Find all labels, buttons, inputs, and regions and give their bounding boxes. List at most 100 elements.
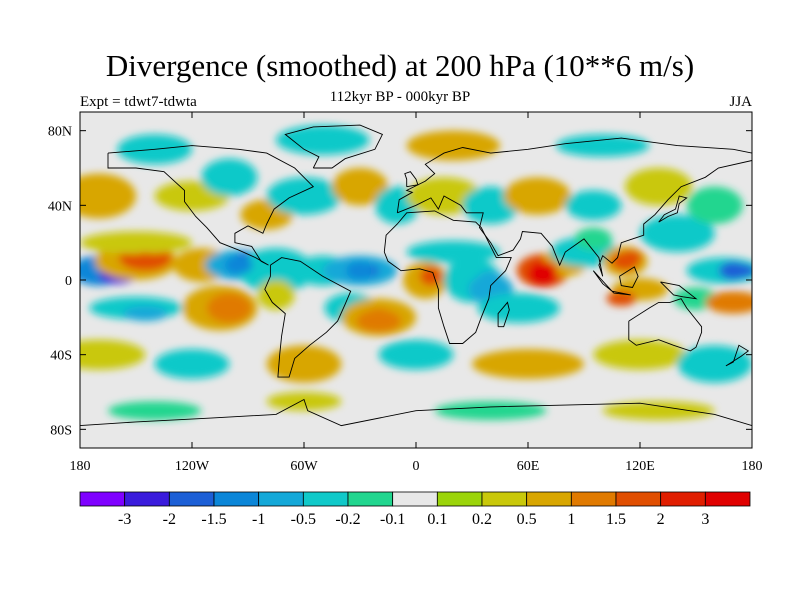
divergence-contour-region [154, 349, 230, 379]
divergence-contour-region [477, 293, 560, 323]
colorbar-label: 0.2 [472, 511, 492, 528]
coastline [658, 195, 688, 223]
x-tick-label: 120W [175, 459, 210, 474]
y-tick-label: 0 [65, 274, 72, 289]
x-tick-label: 180 [70, 459, 91, 474]
colorbar-swatch [704, 491, 751, 507]
colorbar-swatch [347, 491, 394, 507]
divergence-contour-region [593, 339, 687, 370]
map-axes: 180 120W 60W 0 60E 120E 180 80N 40N 0 40S 80S [48, 112, 763, 474]
coastline [497, 301, 510, 328]
coastline [383, 210, 512, 344]
divergence-contour-region [705, 291, 752, 314]
divergence-contour-region [472, 349, 584, 379]
colorbar-swatch [481, 491, 528, 507]
colorbar-swatch [660, 491, 706, 507]
divergence-contour-region [640, 214, 715, 252]
coastline [404, 171, 419, 188]
colorbar-swatch [570, 491, 617, 507]
divergence-contour-region [602, 401, 715, 420]
colorbar-label: -1.5 [201, 511, 226, 528]
divergence-contour-region [122, 306, 168, 322]
colorbar-label: 2 [657, 511, 665, 528]
divergence-contour-region [80, 231, 192, 254]
colorbar-swatch [526, 491, 572, 507]
coastline [396, 137, 752, 277]
colorbar-label: -0.2 [335, 511, 360, 528]
divergence-contour-region [238, 248, 314, 294]
experiment-label: Expt = tdwt7-tdwta [80, 94, 197, 110]
colorbar: -3 -2 -1.5 -1 -0.5 -0.2 -0.1 0.1 0.2 0.5 1 1.5 2 3 [79, 491, 751, 528]
coastline [611, 290, 631, 296]
divergence-contour-region [276, 125, 370, 155]
divergence-feature [476, 271, 505, 289]
colorbar-swatch [124, 491, 170, 507]
colorbar-swatch [258, 491, 304, 507]
colorbar-swatch [168, 491, 215, 507]
colorbar-label: 0.1 [427, 511, 447, 528]
coastline [628, 298, 703, 352]
divergence-feature [346, 261, 374, 280]
divergence-feature [719, 261, 748, 280]
x-tick-label: 60W [290, 459, 318, 474]
coastline [725, 344, 750, 367]
colorbar-swatch [79, 491, 126, 507]
chart-subtitle: 112kyr BP - 000kyr BP [329, 89, 471, 105]
coastlines [80, 124, 752, 427]
x-tick-label: 60E [517, 459, 540, 474]
colorbar-swatch [302, 491, 349, 507]
colorbar-swatch [392, 491, 438, 507]
divergence-contour-region [378, 339, 454, 370]
x-tick-label: 0 [413, 459, 420, 474]
map-plot-area [80, 112, 752, 448]
coastline [619, 266, 639, 288]
divergence-contour-region [419, 266, 443, 286]
colorbar-label: 1.5 [606, 511, 626, 528]
coastline [284, 124, 384, 169]
divergence-contour-region [257, 280, 295, 310]
coastline [660, 281, 698, 300]
divergence-field [80, 125, 752, 420]
colorbar-label: -1 [252, 511, 265, 528]
x-tick-label: 120E [625, 459, 655, 474]
divergence-feature [224, 256, 253, 275]
chart-title: Divergence (smoothed) at 200 hPa (10**6 … [105, 48, 695, 83]
divergence-contour-region [503, 177, 571, 215]
colorbar-label: -3 [118, 511, 131, 528]
colorbar-label: 1 [567, 511, 575, 528]
season-label: JJA [729, 94, 752, 110]
divergence-contour-region [332, 168, 388, 206]
divergence-contour-region [266, 392, 342, 411]
divergence-contour-region [80, 339, 146, 370]
coastline [80, 398, 752, 427]
colorbar-label: -0.1 [380, 511, 405, 528]
divergence-contour-region [406, 240, 501, 264]
divergence-contour-region [574, 227, 612, 251]
y-tick-label: 80S [50, 423, 72, 438]
divergence-contour-region [266, 177, 342, 215]
divergence-contour-region [556, 134, 650, 157]
colorbar-swatch [213, 491, 260, 507]
colorbar-label: -0.5 [291, 511, 316, 528]
y-tick-label: 40S [50, 349, 72, 364]
divergence-contour-region [565, 190, 622, 221]
divergence-contour-region [677, 345, 752, 383]
y-tick-label: 80N [48, 125, 72, 140]
coastline [107, 145, 315, 266]
colorbar-swatch [436, 491, 483, 507]
divergence-feature [364, 308, 393, 327]
colorbar-label: -2 [163, 511, 176, 528]
colorbar-label: 0.5 [517, 511, 537, 528]
coastline [264, 257, 352, 378]
divergence-feature [528, 261, 557, 280]
y-tick-label: 40N [48, 199, 72, 214]
divergence-contour-region [686, 186, 743, 224]
colorbar-swatch [615, 491, 662, 507]
divergence-feature [131, 252, 160, 271]
divergence-contour-region [406, 130, 501, 161]
colorbar-label: 3 [701, 511, 709, 528]
divergence-contour-region [625, 168, 693, 206]
divergence-contour-region [266, 345, 342, 383]
x-tick-label: 180 [742, 459, 763, 474]
